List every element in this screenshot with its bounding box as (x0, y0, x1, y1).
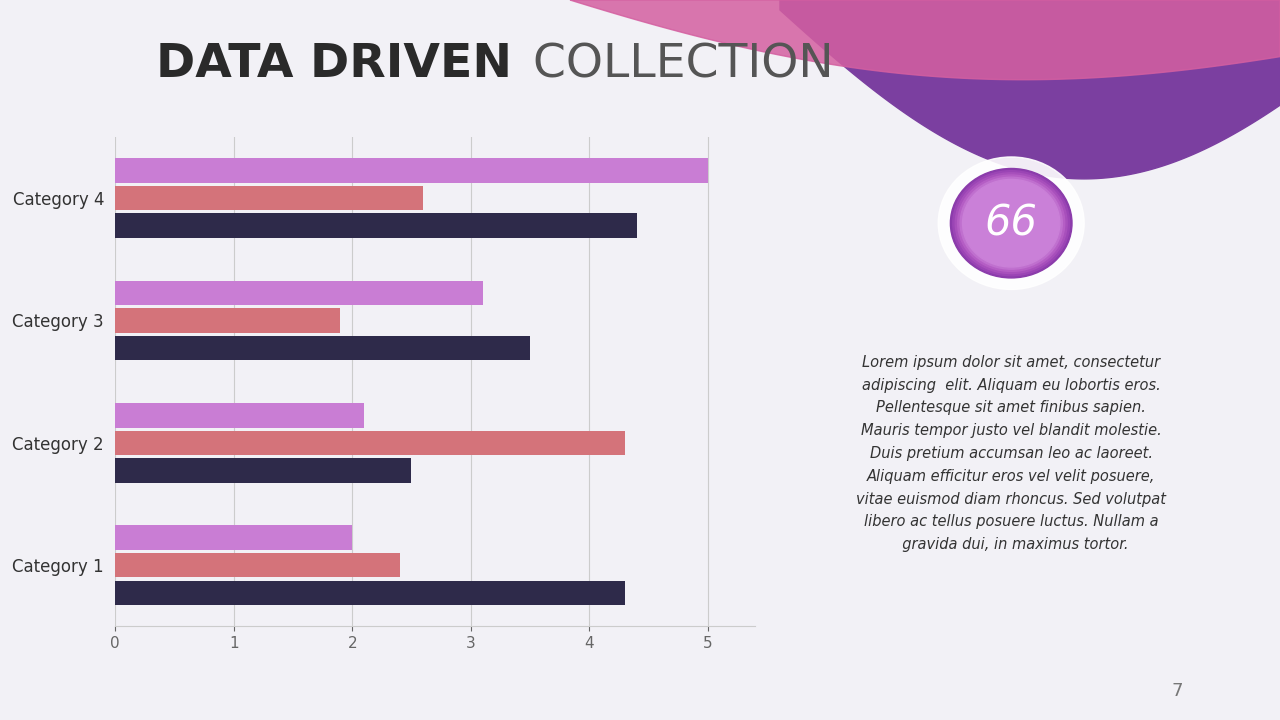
Polygon shape (780, 0, 1280, 179)
Bar (115, 458, 411, 482)
Bar (115, 431, 625, 455)
Bar (115, 186, 424, 210)
Ellipse shape (951, 168, 1073, 278)
Bar (115, 213, 636, 238)
Ellipse shape (955, 173, 1068, 274)
Ellipse shape (960, 177, 1062, 269)
Bar (115, 580, 625, 605)
Ellipse shape (963, 179, 1060, 267)
Bar (115, 526, 352, 550)
Text: Lorem ipsum dolor sit amet, consectetur
adipiscing  elit. Aliquam eu lobortis er: Lorem ipsum dolor sit amet, consectetur … (856, 355, 1166, 552)
Bar (115, 158, 708, 183)
Ellipse shape (952, 171, 1070, 276)
Bar (115, 308, 340, 333)
Ellipse shape (938, 157, 1084, 289)
Text: 7: 7 (1172, 683, 1183, 700)
Text: COLLECTION: COLLECTION (518, 42, 835, 87)
Bar (115, 553, 399, 577)
Polygon shape (570, 0, 1280, 80)
Text: 66: 66 (984, 202, 1038, 244)
Text: DATA DRIVEN: DATA DRIVEN (156, 42, 512, 87)
Bar (115, 281, 483, 305)
Bar (115, 403, 364, 428)
Bar (115, 336, 530, 360)
Ellipse shape (957, 175, 1065, 271)
